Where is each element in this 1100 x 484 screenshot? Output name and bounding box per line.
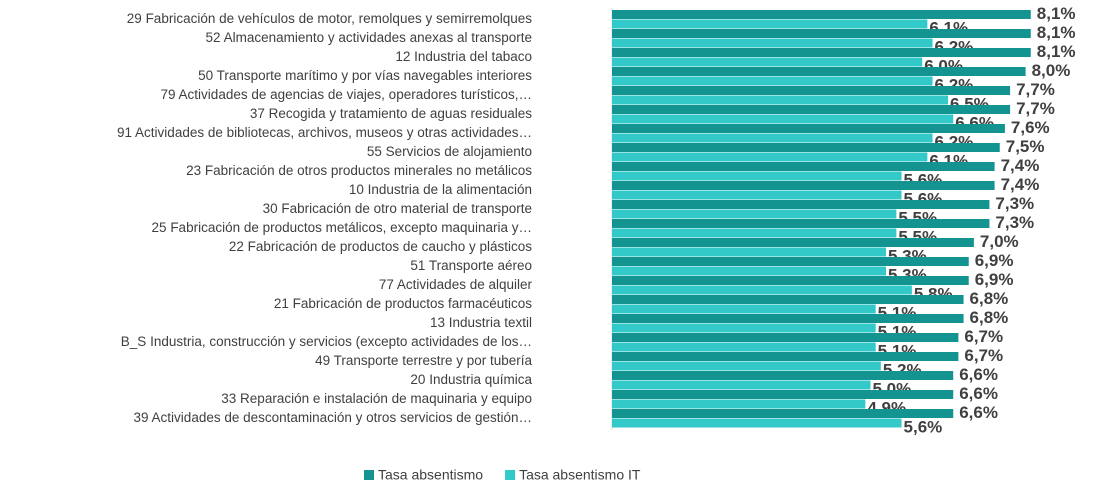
bar <box>612 371 954 380</box>
bar <box>612 10 1031 19</box>
bar <box>612 200 990 209</box>
data-label: 7,7% <box>1016 99 1055 118</box>
legend-label: Tasa absentismo <box>378 467 483 483</box>
bar <box>612 19 928 29</box>
bar <box>612 171 902 181</box>
bar <box>612 95 949 105</box>
data-label: 6,8% <box>970 308 1009 327</box>
bar <box>612 181 995 190</box>
category-label: 91 Actividades de bibliotecas, archivos,… <box>117 125 532 140</box>
category-label: 25 Fabricación de productos metálicos, e… <box>152 220 532 235</box>
category-label: 37 Recogida y tratamiento de aguas resid… <box>250 106 532 121</box>
data-label: 6,7% <box>964 346 1003 365</box>
bar <box>612 105 1011 114</box>
data-label: 6,6% <box>959 384 998 403</box>
data-label: 8,1% <box>1037 23 1076 42</box>
bar <box>612 247 887 257</box>
category-label: 55 Servicios de alojamiento <box>367 144 532 159</box>
category-label: 49 Transporte terrestre y por tubería <box>315 353 532 368</box>
bar <box>612 333 959 342</box>
category-label: 10 Industria de la alimentación <box>349 182 532 197</box>
data-label: 8,1% <box>1037 4 1076 23</box>
bar <box>612 314 964 323</box>
category-label: 21 Fabricación de productos farmacéutico… <box>274 296 532 311</box>
data-label: 6,9% <box>975 251 1014 270</box>
bar <box>612 390 954 399</box>
category-label: 77 Actividades de alquiler <box>379 277 533 292</box>
data-label: 6,8% <box>970 289 1009 308</box>
bar <box>612 361 881 371</box>
category-label: 50 Transporte marítimo y por vías navega… <box>198 68 532 83</box>
bar <box>612 352 959 361</box>
legend-swatch <box>364 470 374 480</box>
bar <box>612 380 871 390</box>
bar <box>612 152 928 162</box>
bar <box>612 133 933 143</box>
bar <box>612 276 969 285</box>
data-label: 7,3% <box>995 213 1034 232</box>
bar <box>612 190 902 200</box>
bar <box>612 409 954 418</box>
category-label: 33 Reparación e instalación de maquinari… <box>221 391 532 406</box>
category-label: 12 Industria del tabaco <box>395 49 532 64</box>
data-label: 8,1% <box>1037 42 1076 61</box>
data-label: 7,6% <box>1011 118 1050 137</box>
data-label: 7,7% <box>1016 80 1055 99</box>
bar <box>612 67 1026 76</box>
data-label: 7,5% <box>1006 137 1045 156</box>
category-label: 20 Industria química <box>410 372 532 387</box>
bar <box>612 418 902 428</box>
bar <box>612 238 974 247</box>
category-label: 51 Transporte aéreo <box>410 258 532 273</box>
bar <box>612 143 1000 152</box>
bar <box>612 304 876 314</box>
bar <box>612 266 887 276</box>
data-label: 6,6% <box>959 365 998 384</box>
bar <box>612 114 954 124</box>
bar <box>612 399 866 409</box>
category-label: B_S Industria, construcción y servicios … <box>121 334 532 349</box>
data-label: 6,9% <box>975 270 1014 289</box>
legend-label: Tasa absentismo IT <box>519 467 641 483</box>
category-label: 30 Fabricación de otro material de trans… <box>263 201 532 216</box>
bar <box>612 57 923 67</box>
bar <box>612 86 1011 95</box>
bar <box>612 124 1005 133</box>
bar <box>612 323 876 333</box>
data-label: 7,0% <box>980 232 1019 251</box>
data-label: 7,4% <box>1001 175 1040 194</box>
data-label: 8,0% <box>1032 61 1071 80</box>
bar <box>612 342 876 352</box>
data-label: 7,4% <box>1001 156 1040 175</box>
category-label: 22 Fabricación de productos de caucho y … <box>229 239 532 254</box>
bar <box>612 295 964 304</box>
data-label: 5,6% <box>904 417 943 436</box>
bar <box>612 29 1031 38</box>
category-label: 79 Actividades de agencias de viajes, op… <box>161 87 532 102</box>
data-label: 7,3% <box>995 194 1034 213</box>
bar <box>612 209 897 219</box>
category-label: 23 Fabricación de otros productos minera… <box>186 163 532 178</box>
bar <box>612 228 897 238</box>
bar <box>612 285 912 295</box>
bar <box>612 76 933 86</box>
data-label: 6,6% <box>959 403 998 422</box>
category-label: 29 Fabricación de vehículos de motor, re… <box>127 11 532 26</box>
data-label: 6,7% <box>964 327 1003 346</box>
bar <box>612 38 933 48</box>
category-label: 39 Actividades de descontaminación y otr… <box>134 410 532 425</box>
bar <box>612 257 969 266</box>
bar <box>612 219 990 228</box>
bar <box>612 48 1031 57</box>
category-label: 52 Almacenamiento y actividades anexas a… <box>206 30 532 45</box>
category-label: 13 Industria textil <box>430 315 532 330</box>
legend-swatch <box>505 470 516 480</box>
bar <box>612 162 995 171</box>
